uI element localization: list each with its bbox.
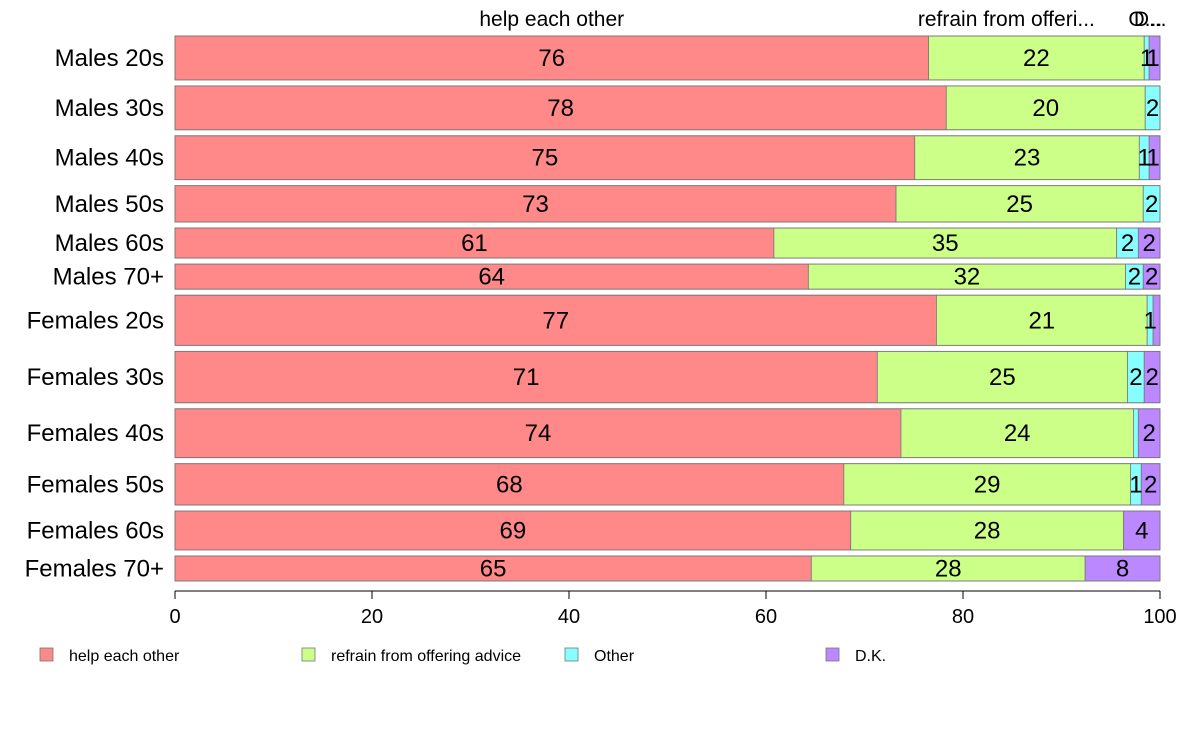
x-tick-label: 0 bbox=[169, 606, 180, 628]
data-label: 1 bbox=[1146, 45, 1159, 72]
data-label: 76 bbox=[538, 45, 565, 72]
data-label: 1 bbox=[1129, 471, 1142, 498]
category-label: Females 60s bbox=[27, 517, 164, 544]
data-label: 61 bbox=[461, 230, 488, 257]
data-label: 2 bbox=[1145, 191, 1158, 218]
x-tick-label: 100 bbox=[1143, 606, 1176, 628]
data-label: 32 bbox=[954, 264, 981, 291]
data-label: 2 bbox=[1129, 364, 1142, 391]
data-label: 74 bbox=[525, 420, 552, 447]
category-label: Females 20s bbox=[27, 307, 164, 334]
x-tick-label: 40 bbox=[558, 606, 580, 628]
data-label: 65 bbox=[480, 555, 507, 582]
stacked-bar-chart: Males 20s 76 22 1 1 Males 30s 78 20 2 Males 40s 75… bbox=[0, 0, 1188, 736]
data-label: 2 bbox=[1142, 420, 1155, 447]
data-label: 71 bbox=[513, 364, 540, 391]
legend-swatch bbox=[826, 648, 839, 661]
chart-svg: Males 20s 76 22 11Males 30s 78 20 2Males 40s 75… bbox=[0, 0, 1188, 736]
data-label: 2 bbox=[1128, 264, 1141, 291]
data-label: 29 bbox=[974, 471, 1001, 498]
legend-swatch bbox=[40, 648, 53, 661]
data-label: 64 bbox=[478, 264, 505, 291]
category-label: Males 20s bbox=[55, 45, 164, 72]
bar-segment bbox=[1133, 409, 1138, 458]
data-label: 75 bbox=[532, 145, 559, 172]
series-top-label: refrain from offeri... bbox=[918, 8, 1095, 31]
category-label: Males 40s bbox=[55, 145, 164, 172]
data-label: 2 bbox=[1142, 230, 1155, 257]
category-label: Females 50s bbox=[27, 471, 164, 498]
category-label: Males 50s bbox=[55, 191, 164, 218]
data-label: 2 bbox=[1145, 364, 1158, 391]
category-label: Males 30s bbox=[55, 95, 164, 122]
data-label: 1 bbox=[1146, 145, 1159, 172]
data-label: 25 bbox=[989, 364, 1016, 391]
data-label: 2 bbox=[1121, 230, 1134, 257]
legend-label: D.K. bbox=[855, 648, 886, 665]
series-top-label: help each other bbox=[479, 8, 624, 31]
data-label: 2 bbox=[1146, 95, 1159, 122]
data-label: 4 bbox=[1135, 517, 1148, 544]
data-label: 68 bbox=[496, 471, 523, 498]
data-label: 28 bbox=[974, 517, 1001, 544]
x-tick-label: 60 bbox=[755, 606, 777, 628]
legend-label: refrain from offering advice bbox=[331, 648, 521, 665]
data-label: 20 bbox=[1032, 95, 1059, 122]
data-label: 69 bbox=[500, 517, 527, 544]
category-label: Females 70+ bbox=[25, 555, 164, 582]
data-label: 2 bbox=[1144, 471, 1157, 498]
data-label: 24 bbox=[1004, 420, 1031, 447]
x-tick-label: 20 bbox=[361, 606, 383, 628]
data-label: 28 bbox=[935, 555, 962, 582]
data-label: 78 bbox=[547, 95, 574, 122]
data-label: 73 bbox=[522, 191, 549, 218]
data-label: 2 bbox=[1145, 264, 1158, 291]
legend-swatch bbox=[565, 648, 578, 661]
data-label: 77 bbox=[542, 307, 569, 334]
data-label: 22 bbox=[1023, 45, 1050, 72]
category-label: Females 30s bbox=[27, 364, 164, 391]
category-label: Females 40s bbox=[27, 420, 164, 447]
data-label: 25 bbox=[1006, 191, 1033, 218]
data-label: 35 bbox=[932, 230, 959, 257]
data-label: 21 bbox=[1028, 307, 1055, 334]
data-label: 1 bbox=[1143, 307, 1156, 334]
legend-label: Other bbox=[594, 648, 635, 665]
data-label: 23 bbox=[1014, 145, 1041, 172]
x-tick-label: 80 bbox=[952, 606, 974, 628]
category-label: Males 60s bbox=[55, 230, 164, 257]
category-label: Males 70+ bbox=[53, 264, 164, 291]
series-top-label: D... bbox=[1134, 8, 1167, 31]
legend-swatch bbox=[302, 648, 315, 661]
legend-label: help each other bbox=[69, 648, 180, 665]
data-label: 8 bbox=[1116, 555, 1129, 582]
